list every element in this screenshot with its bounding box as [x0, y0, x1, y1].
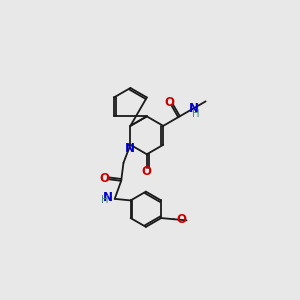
- Text: N: N: [103, 191, 113, 204]
- Text: O: O: [142, 165, 152, 178]
- Text: H: H: [100, 195, 108, 205]
- Text: O: O: [176, 213, 186, 226]
- Text: N: N: [125, 142, 135, 155]
- Text: O: O: [99, 172, 109, 185]
- Text: N: N: [189, 102, 199, 115]
- Text: H: H: [192, 109, 199, 119]
- Text: O: O: [165, 96, 175, 109]
